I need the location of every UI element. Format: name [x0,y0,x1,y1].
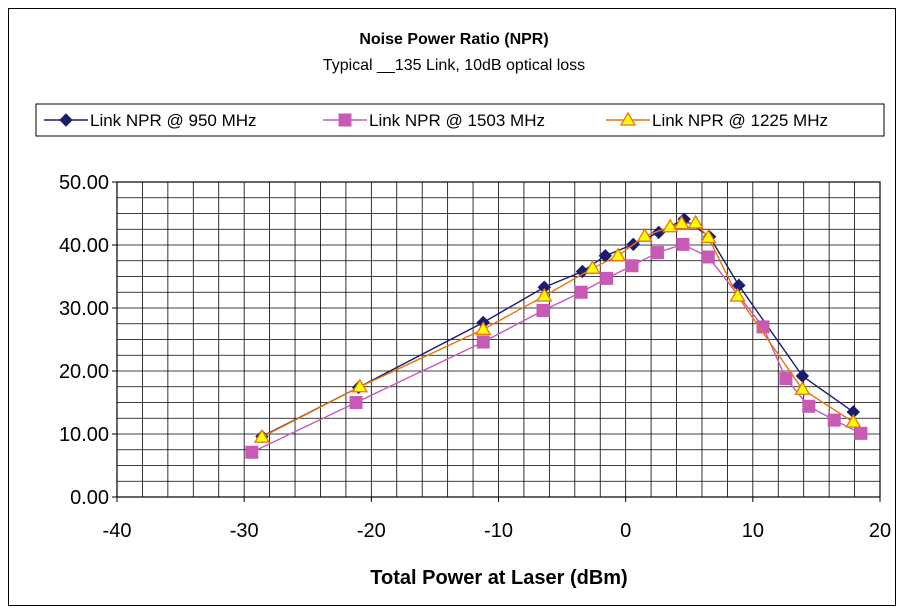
series-3-point [584,260,601,274]
series-2-point [827,413,841,427]
series-2-point [650,246,664,260]
series-2-point [802,399,816,413]
legend-label-3: Link NPR @ 1225 MHz [652,111,828,130]
y-tick-label: 20.00 [59,361,109,383]
series-3-point [253,428,271,443]
series-3-point [662,218,679,233]
chart-subtitle: Typical __135 Link, 10dB optical loss [323,57,585,74]
series-1-point [575,264,590,279]
series-3-point [636,227,653,242]
y-tick-label: 30.00 [59,298,109,320]
legend-box [35,103,885,137]
x-tick-label: -30 [230,520,259,542]
legend-marker-1 [59,113,73,127]
legend-marker-3 [619,111,637,126]
series-2-point [779,372,793,386]
series-3-point [351,378,369,393]
x-tick-label: 0 [620,520,631,542]
y-tick-label: 0.00 [70,487,109,509]
series-2-point [536,304,550,318]
legend-label-2: Link NPR @ 1503 MHz [369,111,545,130]
x-tick-label: -40 [103,520,132,542]
series-2-point [701,250,715,264]
series-2-point [574,285,588,299]
series-3-point [536,287,553,302]
series-2-point [476,335,490,349]
x-tick-label: -10 [484,520,513,542]
y-tick-label: 10.00 [59,424,109,446]
plot-area: 0.00 10.00 20.00 30.00 40.00 50.00 -40 -30 -20 -1… [59,172,891,542]
series-2-point [625,259,639,273]
series-3-point [475,321,492,336]
series-3-point [673,215,690,230]
series-3-point [845,413,862,428]
x-tick-label: 10 [742,520,764,542]
legend-label-1: Link NPR @ 950 MHz [90,111,257,130]
x-axis-title: Total Power at Laser (dBm) [370,567,627,589]
series-2-point [245,445,259,459]
series-3-point [687,214,704,229]
y-tick-label: 40.00 [59,235,109,257]
legend: Link NPR @ 950 MHz Link NPR @ 1503 MHz Lin… [35,103,885,137]
series-3-point [609,247,627,262]
x-tick-label: -20 [357,520,386,542]
series-3-point [729,287,746,302]
legend-marker-2 [338,113,352,127]
y-tick-label: 50.00 [59,172,109,194]
series-line-3 [261,222,854,438]
series-3-point [700,229,717,244]
series-2-point [349,396,363,409]
series-2-point [854,426,868,440]
chart-title: Noise Power Ratio (NPR) [359,31,548,48]
legend-items: Link NPR @ 950 MHz Link NPR @ 1503 MHz Lin… [44,111,828,130]
series-2-point [600,271,614,285]
series-3-point [794,380,811,395]
x-tick-label: 20 [869,520,891,542]
series-2-point [676,237,690,251]
